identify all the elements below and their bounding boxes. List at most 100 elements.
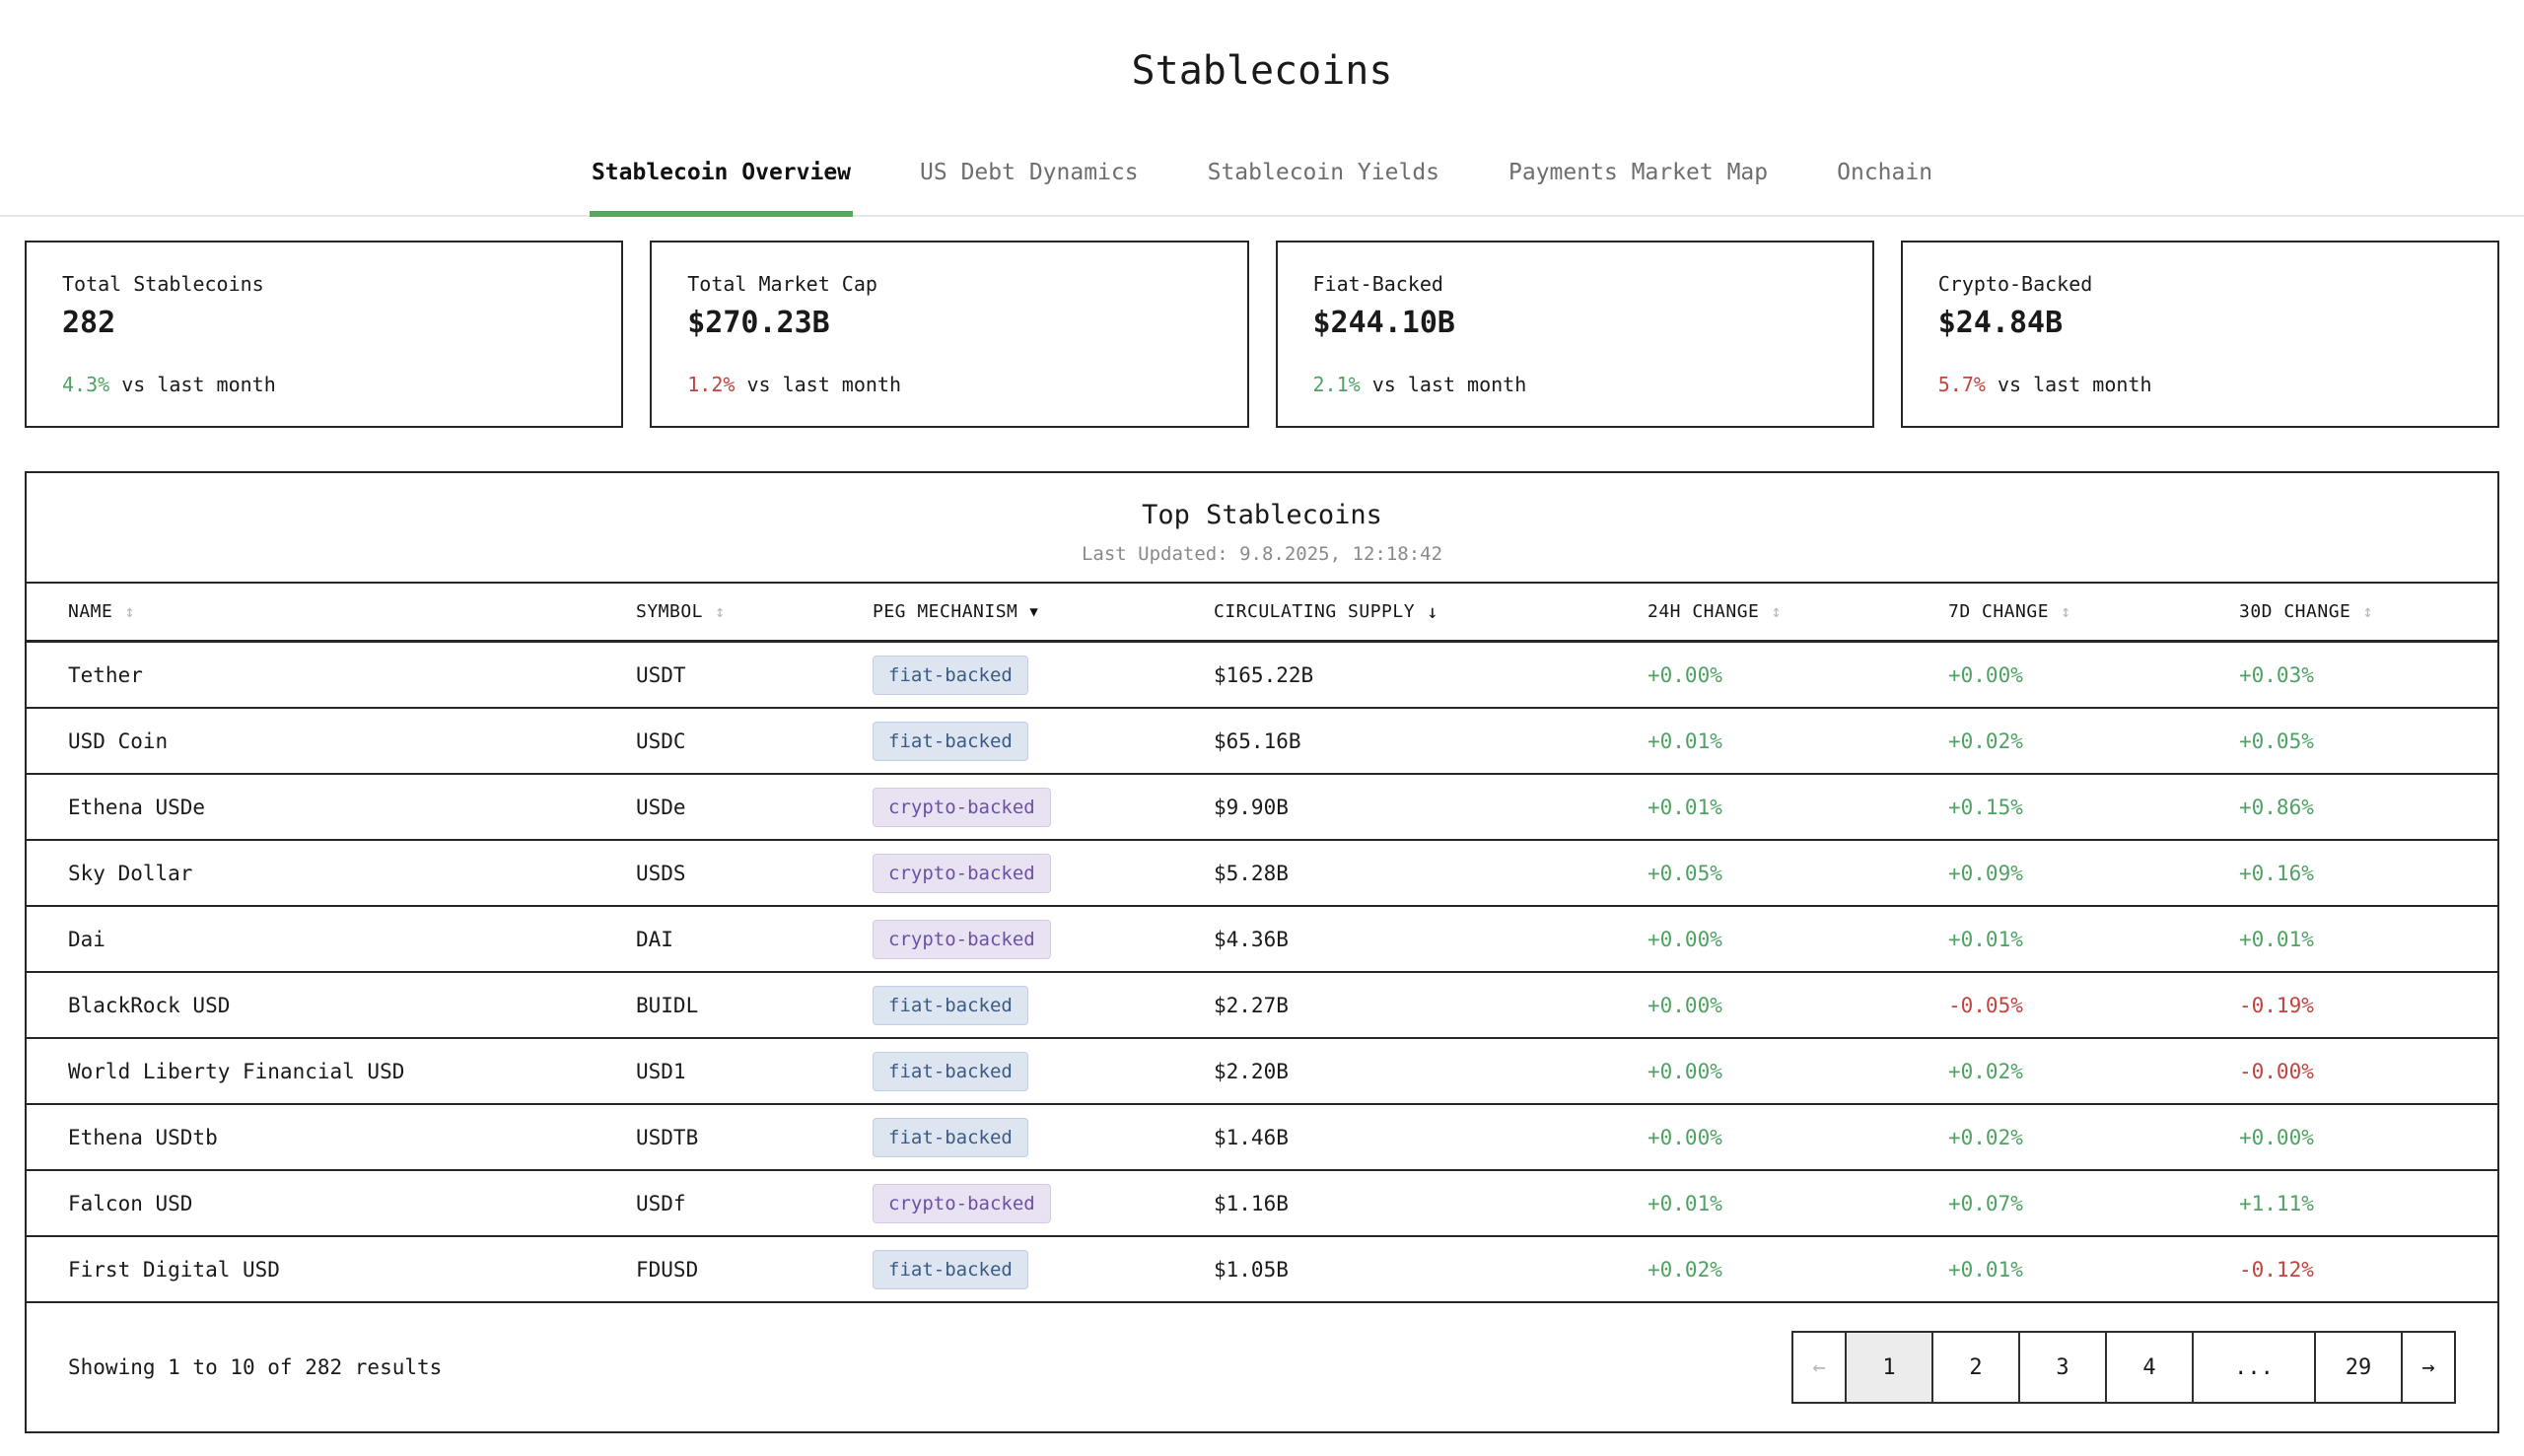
sort-updown-icon: ↕	[2061, 601, 2071, 622]
stablecoin-symbol: DAI	[636, 927, 673, 951]
column-label: CIRCULATING SUPPLY	[1214, 601, 1416, 622]
sort-updown-icon: ↕	[2362, 601, 2374, 622]
circulating-supply: $1.05B	[1214, 1257, 1289, 1282]
change-7d: +0.01%	[1948, 1257, 2023, 1282]
column-header-circulating-supply[interactable]: CIRCULATING SUPPLY ↓	[1214, 601, 1648, 623]
circulating-supply: $5.28B	[1214, 861, 1289, 885]
sort-updown-icon: ↕	[715, 601, 726, 622]
next-page-button[interactable]: →	[2401, 1331, 2456, 1404]
peg-mechanism-cell: fiat-backed	[873, 721, 1214, 761]
change-24h: +0.02%	[1648, 1257, 1722, 1282]
table-row: Falcon USD USDf crypto-backed $1.16B +0.…	[27, 1171, 2497, 1237]
column-label: PEG MECHANISM	[873, 601, 1018, 622]
page-button-3[interactable]: 3	[2018, 1331, 2107, 1404]
stat-change-suffix: vs last month	[1997, 373, 2152, 396]
circulating-supply: $4.36B	[1214, 927, 1289, 951]
tab-us-debt-dynamics[interactable]: US Debt Dynamics	[920, 160, 1139, 185]
column-label: SYMBOL	[636, 601, 704, 622]
change-24h: +0.01%	[1648, 1191, 1722, 1215]
stat-value: $24.84B	[1937, 306, 2064, 340]
stat-change-percent: 1.2%	[687, 373, 736, 396]
peg-mechanism-cell: fiat-backed	[873, 655, 1214, 695]
stablecoin-symbol: USDS	[636, 861, 686, 885]
peg-mechanism-badge: fiat-backed	[873, 1117, 1028, 1157]
column-header-name[interactable]: NAME ↕	[68, 601, 636, 622]
column-label: 24H CHANGE	[1648, 601, 1760, 622]
change-30d: +0.16%	[2239, 861, 2314, 885]
table-row: Ethena USDtb USDTB fiat-backed $1.46B +0…	[27, 1105, 2497, 1171]
stat-card-crypto-backed: Crypto-Backed $24.84B 5.7% vs last month	[1900, 241, 2499, 428]
column-header-peg-mechanism[interactable]: PEG MECHANISM ▼	[873, 601, 1214, 622]
peg-mechanism-badge: fiat-backed	[873, 985, 1028, 1025]
tab-stablecoin-yields[interactable]: Stablecoin Yields	[1207, 160, 1440, 185]
page-title: Stablecoins	[1131, 48, 1393, 94]
stablecoin-name: Ethena USDe	[68, 795, 206, 819]
change-24h: +0.00%	[1648, 1059, 1722, 1083]
stat-label: Crypto-Backed	[1937, 272, 2093, 296]
tab-stablecoin-overview[interactable]: Stablecoin Overview	[589, 138, 854, 217]
peg-mechanism-badge: crypto-backed	[873, 853, 1051, 893]
table-row: BlackRock USD BUIDL fiat-backed $2.27B +…	[27, 973, 2497, 1039]
peg-mechanism-badge: fiat-backed	[873, 721, 1028, 761]
table-row: Ethena USDe USDe crypto-backed $9.90B +0…	[27, 775, 2497, 841]
change-24h: +0.05%	[1648, 861, 1722, 885]
change-30d: -0.00%	[2239, 1059, 2314, 1083]
page-button-1[interactable]: 1	[1845, 1331, 1933, 1404]
table-header: Top Stablecoins Last Updated: 9.8.2025, …	[27, 473, 2497, 584]
sort-updown-icon: ↕	[124, 601, 136, 622]
column-header-symbol[interactable]: SYMBOL ↕	[636, 601, 873, 622]
column-header-row: NAME ↕ SYMBOL ↕ PEG MECHANISM ▼ CIRCULAT…	[27, 584, 2497, 643]
change-30d: +1.11%	[2239, 1191, 2314, 1215]
column-header-7d-change[interactable]: 7D CHANGE ↕	[1948, 601, 2239, 622]
peg-mechanism-cell: crypto-backed	[873, 787, 1214, 827]
stat-change-percent: 2.1%	[1312, 373, 1361, 396]
stablecoin-symbol: USDe	[636, 795, 686, 819]
stablecoin-name: Sky Dollar	[68, 861, 193, 885]
circulating-supply: $1.46B	[1214, 1125, 1289, 1149]
stablecoin-symbol: USDT	[636, 662, 686, 687]
sort-desc-icon: ▼	[1029, 603, 1039, 620]
tab-onchain[interactable]: Onchain	[1837, 160, 1933, 185]
stat-value: $244.10B	[1312, 306, 1456, 340]
stablecoin-name: First Digital USD	[68, 1257, 280, 1282]
column-header-24h-change[interactable]: 24H CHANGE ↕	[1648, 601, 1948, 622]
change-24h: +0.01%	[1648, 728, 1722, 753]
peg-mechanism-cell: crypto-backed	[873, 1183, 1214, 1223]
change-24h: +0.00%	[1648, 662, 1722, 687]
peg-mechanism-cell: fiat-backed	[873, 985, 1214, 1025]
table-footer: Showing 1 to 10 of 282 results ← 1 2 3 4…	[27, 1303, 2497, 1431]
stablecoin-name: Falcon USD	[68, 1191, 193, 1215]
peg-mechanism-badge: fiat-backed	[873, 1051, 1028, 1091]
page-button-4[interactable]: 4	[2105, 1331, 2194, 1404]
change-30d: +0.01%	[2239, 927, 2314, 951]
stat-value: $270.23B	[687, 306, 830, 340]
column-header-30d-change[interactable]: 30D CHANGE ↕	[2239, 601, 2456, 622]
peg-mechanism-cell: fiat-backed	[873, 1051, 1214, 1091]
peg-mechanism-badge: fiat-backed	[873, 1249, 1028, 1289]
stablecoin-name: BlackRock USD	[68, 993, 231, 1017]
stablecoin-symbol: USDTB	[636, 1125, 699, 1149]
page-button-29[interactable]: 29	[2314, 1331, 2403, 1404]
peg-mechanism-badge: crypto-backed	[873, 919, 1051, 959]
table-row: Sky Dollar USDS crypto-backed $5.28B +0.…	[27, 841, 2497, 907]
stat-change-percent: 4.3%	[62, 373, 110, 396]
change-7d: +0.01%	[1948, 927, 2023, 951]
circulating-supply: $2.20B	[1214, 1059, 1289, 1083]
stat-card-total-market-cap: Total Market Cap $270.23B 1.2% vs last m…	[650, 241, 1249, 428]
page-button-2[interactable]: 2	[1931, 1331, 2020, 1404]
stat-value: 282	[62, 306, 116, 340]
change-24h: +0.00%	[1648, 927, 1722, 951]
pagination: ← 1 2 3 4 ... 29 →	[1791, 1331, 2456, 1404]
previous-page-button[interactable]: ←	[1791, 1331, 1847, 1404]
stablecoin-symbol: USDC	[636, 728, 686, 753]
change-30d: -0.19%	[2239, 993, 2314, 1017]
change-7d: +0.02%	[1948, 728, 2023, 753]
right-arrow-icon: →	[2421, 1354, 2435, 1380]
peg-mechanism-badge: crypto-backed	[873, 787, 1051, 827]
tab-payments-market-map[interactable]: Payments Market Map	[1508, 160, 1769, 185]
top-stablecoins-table: Top Stablecoins Last Updated: 9.8.2025, …	[25, 471, 2499, 1433]
stat-change: 5.7% vs last month	[1938, 373, 2462, 396]
stat-card-fiat-backed: Fiat-Backed $244.10B 2.1% vs last month	[1275, 241, 1874, 428]
sort-updown-icon: ↕	[1771, 601, 1783, 622]
change-30d: +0.86%	[2239, 795, 2314, 819]
